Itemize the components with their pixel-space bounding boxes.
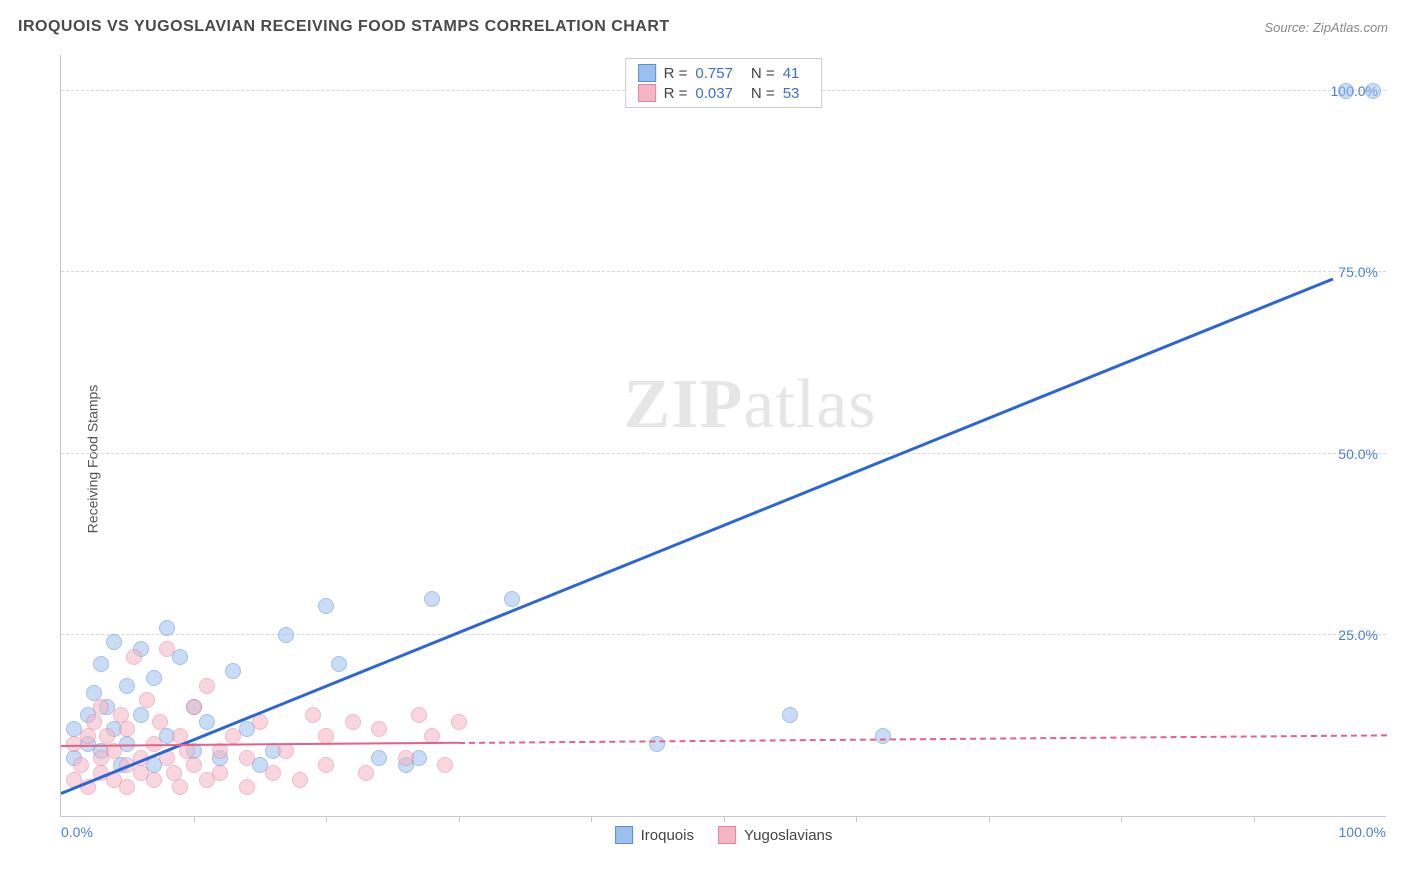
data-point xyxy=(318,757,334,773)
y-tick-label: 25.0% xyxy=(1338,627,1378,643)
data-point xyxy=(73,757,89,773)
data-point xyxy=(649,736,665,752)
data-point xyxy=(225,663,241,679)
data-point xyxy=(199,714,215,730)
x-tick-label: 100.0% xyxy=(1339,824,1386,840)
trend-line xyxy=(458,734,1386,744)
legend-swatch xyxy=(615,826,633,844)
data-point xyxy=(93,699,109,715)
x-tick xyxy=(1254,816,1255,822)
data-point xyxy=(126,649,142,665)
series-legend: Iroquois Yugoslavians xyxy=(615,826,833,844)
data-point xyxy=(239,779,255,795)
data-point xyxy=(139,692,155,708)
legend-n-value: 53 xyxy=(783,85,800,102)
correlation-legend: R = 0.757 N = 41 R = 0.037 N = 53 xyxy=(625,58,823,108)
legend-label: Iroquois xyxy=(641,827,694,844)
trend-line xyxy=(61,277,1334,794)
data-point xyxy=(358,765,374,781)
data-point xyxy=(331,656,347,672)
data-point xyxy=(119,779,135,795)
data-point xyxy=(152,714,168,730)
x-tick xyxy=(724,816,725,822)
legend-swatch xyxy=(638,84,656,102)
data-point xyxy=(239,750,255,766)
legend-n-value: 41 xyxy=(783,65,800,82)
x-tick xyxy=(459,816,460,822)
data-point xyxy=(1338,83,1354,99)
data-point xyxy=(146,772,162,788)
gridline xyxy=(61,453,1386,454)
data-point xyxy=(437,757,453,773)
legend-row: R = 0.757 N = 41 xyxy=(638,63,810,83)
data-point xyxy=(265,765,281,781)
data-point xyxy=(186,757,202,773)
x-tick xyxy=(591,816,592,822)
data-point xyxy=(86,714,102,730)
data-point xyxy=(146,670,162,686)
page-title: IROQUOIS VS YUGOSLAVIAN RECEIVING FOOD S… xyxy=(18,18,670,36)
legend-n-label: N = xyxy=(751,65,775,82)
x-tick xyxy=(989,816,990,822)
gridline xyxy=(61,634,1386,635)
data-point xyxy=(106,634,122,650)
data-point xyxy=(371,721,387,737)
data-point xyxy=(212,765,228,781)
data-point xyxy=(345,714,361,730)
data-point xyxy=(80,728,96,744)
x-tick xyxy=(326,816,327,822)
data-point xyxy=(411,707,427,723)
data-point xyxy=(305,707,321,723)
data-point xyxy=(504,591,520,607)
x-tick xyxy=(1121,816,1122,822)
data-point xyxy=(1365,83,1381,99)
chart-container: Receiving Food Stamps ZIPatlas R =0.757N… xyxy=(30,55,1386,862)
legend-item: Yugoslavians xyxy=(718,826,832,844)
data-point xyxy=(875,728,891,744)
data-point xyxy=(424,591,440,607)
data-point xyxy=(318,598,334,614)
x-tick xyxy=(194,816,195,822)
gridline xyxy=(61,271,1386,272)
data-point xyxy=(371,750,387,766)
legend-r-value: 0.037 xyxy=(695,85,733,102)
data-point xyxy=(159,641,175,657)
data-point xyxy=(782,707,798,723)
data-point xyxy=(186,699,202,715)
data-point xyxy=(172,779,188,795)
plot-area: ZIPatlas R =0.757N =41R =0.037N =53 Iroq… xyxy=(60,55,1386,817)
legend-r-value: 0.757 xyxy=(695,65,733,82)
data-point xyxy=(278,627,294,643)
data-point xyxy=(93,656,109,672)
legend-swatch xyxy=(718,826,736,844)
data-point xyxy=(159,620,175,636)
watermark: ZIPatlas xyxy=(624,365,877,445)
data-point xyxy=(451,714,467,730)
legend-swatch xyxy=(638,64,656,82)
source-credit: Source: ZipAtlas.com xyxy=(1264,20,1388,35)
legend-n-label: N = xyxy=(751,85,775,102)
legend-r-label: R = xyxy=(664,65,688,82)
data-point xyxy=(119,721,135,737)
data-point xyxy=(119,678,135,694)
x-tick xyxy=(856,816,857,822)
legend-r-label: R = xyxy=(664,85,688,102)
data-point xyxy=(225,728,241,744)
legend-label: Yugoslavians xyxy=(744,827,832,844)
data-point xyxy=(133,707,149,723)
y-tick-label: 75.0% xyxy=(1338,264,1378,280)
legend-row: R = 0.037 N = 53 xyxy=(638,83,810,103)
data-point xyxy=(199,678,215,694)
x-tick-label: 0.0% xyxy=(61,824,93,840)
data-point xyxy=(292,772,308,788)
data-point xyxy=(398,750,414,766)
legend-item: Iroquois xyxy=(615,826,694,844)
y-tick-label: 50.0% xyxy=(1338,446,1378,462)
